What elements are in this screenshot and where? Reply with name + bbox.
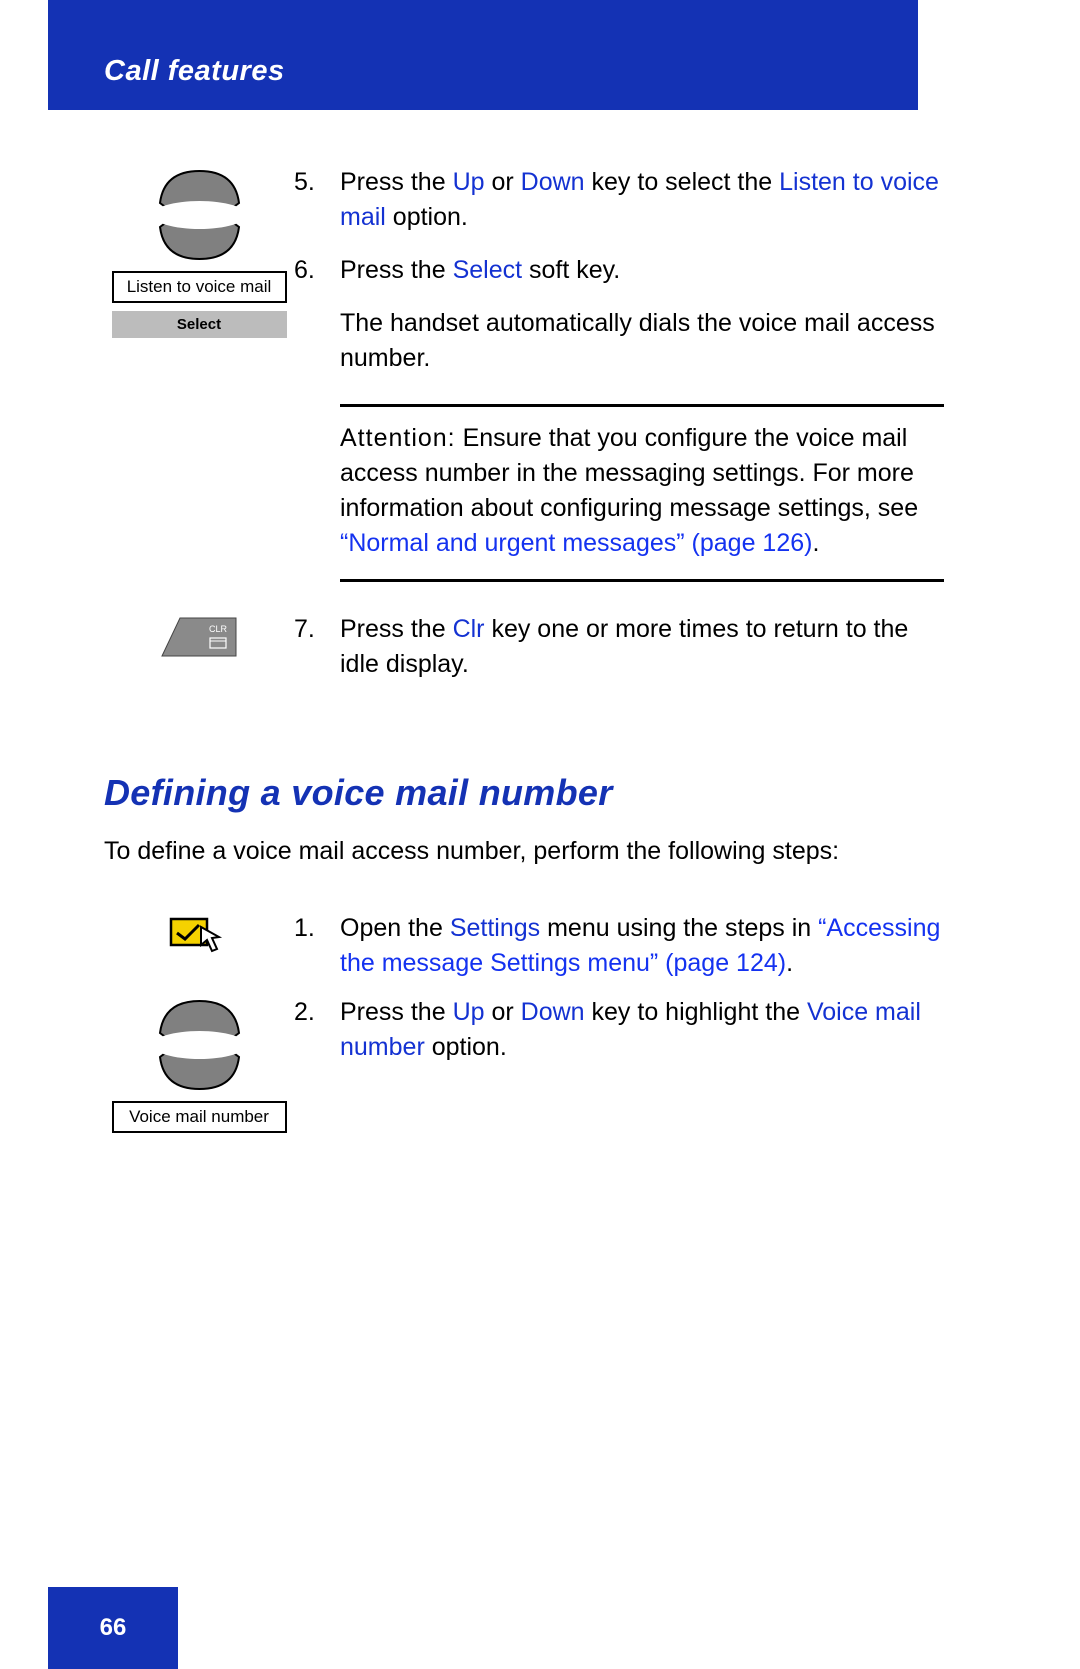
step-5: 5. Press the Up or Down key to select th… bbox=[294, 165, 944, 235]
clr-key-text: CLR bbox=[209, 624, 228, 634]
section-heading-defining-voice-mail-number: Defining a voice mail number bbox=[104, 772, 944, 814]
text: option. bbox=[386, 203, 468, 231]
step-number: 1. bbox=[294, 911, 340, 981]
clr-key-icon: CLR bbox=[160, 612, 238, 660]
page-content: Listen to voice mail Select 5. Press the… bbox=[104, 165, 944, 1141]
menu-settings: Settings bbox=[450, 914, 540, 942]
rocker-vmn-block: Voice mail number bbox=[112, 995, 287, 1133]
step-number: 2. bbox=[294, 995, 340, 1065]
key-down: Down bbox=[521, 168, 585, 196]
text: Press the bbox=[340, 168, 453, 196]
attention-box: Attention: Ensure that you configure the… bbox=[340, 404, 944, 582]
softkey-select: Select bbox=[453, 256, 522, 284]
step-number: 6. bbox=[294, 253, 340, 582]
text: or bbox=[485, 168, 521, 196]
up-down-rocker-icon bbox=[152, 995, 247, 1095]
select-softkey-label: Select bbox=[112, 311, 287, 338]
icon-col: Listen to voice mail Select bbox=[104, 165, 294, 338]
text-col: 7. Press the Clr key one or more times t… bbox=[294, 612, 944, 682]
header-bar: Call features bbox=[48, 0, 918, 110]
text: Press the bbox=[340, 256, 453, 284]
step-body: Open the Settings menu using the steps i… bbox=[340, 911, 944, 981]
step-7: 7. Press the Clr key one or more times t… bbox=[294, 612, 944, 682]
rocker-listen-block: Listen to voice mail Select bbox=[112, 165, 287, 338]
link-normal-urgent-messages[interactable]: “Normal and urgent messages” (page 126) bbox=[340, 529, 812, 557]
step-body: Press the Select soft key. The handset a… bbox=[340, 253, 944, 582]
text: . bbox=[812, 529, 819, 557]
page-number: 66 bbox=[100, 1614, 127, 1642]
key-up: Up bbox=[453, 998, 485, 1026]
step-block-5-6: Listen to voice mail Select 5. Press the… bbox=[104, 165, 944, 582]
text: Press the bbox=[340, 615, 453, 643]
step-block-b2: Voice mail number 2. Press the Up or Dow… bbox=[104, 995, 944, 1133]
step-number: 5. bbox=[294, 165, 340, 235]
step-b1: 1. Open the Settings menu using the step… bbox=[294, 911, 944, 981]
text: Open the bbox=[340, 914, 450, 942]
text: menu using the steps in bbox=[540, 914, 818, 942]
step-block-b1: 1. Open the Settings menu using the step… bbox=[104, 911, 944, 981]
text-col: 1. Open the Settings menu using the step… bbox=[294, 911, 944, 981]
text-col: 2. Press the Up or Down key to highlight… bbox=[294, 995, 944, 1065]
voice-mail-number-label: Voice mail number bbox=[112, 1101, 287, 1133]
step-6-paragraph: The handset automatically dials the voic… bbox=[340, 306, 944, 376]
step-6: 6. Press the Select soft key. The handse… bbox=[294, 253, 944, 582]
step-b2: 2. Press the Up or Down key to highlight… bbox=[294, 995, 944, 1065]
step-body: Press the Up or Down key to highlight th… bbox=[340, 995, 944, 1065]
text: key to select the bbox=[585, 168, 780, 196]
key-clr: Clr bbox=[453, 615, 485, 643]
step-number: 7. bbox=[294, 612, 340, 682]
icon-col bbox=[104, 911, 294, 953]
step-body: Press the Clr key one or more times to r… bbox=[340, 612, 944, 682]
header-title: Call features bbox=[104, 55, 285, 88]
icon-col: CLR bbox=[104, 612, 294, 660]
listen-to-voice-mail-label: Listen to voice mail bbox=[112, 271, 287, 303]
text: option. bbox=[425, 1033, 507, 1061]
text: Press the bbox=[340, 998, 453, 1026]
key-up: Up bbox=[453, 168, 485, 196]
text-col: 5. Press the Up or Down key to select th… bbox=[294, 165, 944, 582]
text: soft key. bbox=[522, 256, 620, 284]
icon-col: Voice mail number bbox=[104, 995, 294, 1133]
step-block-7: CLR 7. Press the Clr key one or more tim… bbox=[104, 612, 944, 682]
up-down-rocker-icon bbox=[152, 165, 247, 265]
key-down: Down bbox=[521, 998, 585, 1026]
settings-cursor-icon bbox=[169, 911, 229, 953]
step-body: Press the Up or Down key to select the L… bbox=[340, 165, 944, 235]
section-intro: To define a voice mail access number, pe… bbox=[104, 834, 944, 869]
page-number-footer: 66 bbox=[48, 1587, 178, 1669]
attention-label: Attention: bbox=[340, 424, 456, 452]
text: . bbox=[786, 949, 793, 977]
text: or bbox=[485, 998, 521, 1026]
text: key to highlight the bbox=[585, 998, 807, 1026]
